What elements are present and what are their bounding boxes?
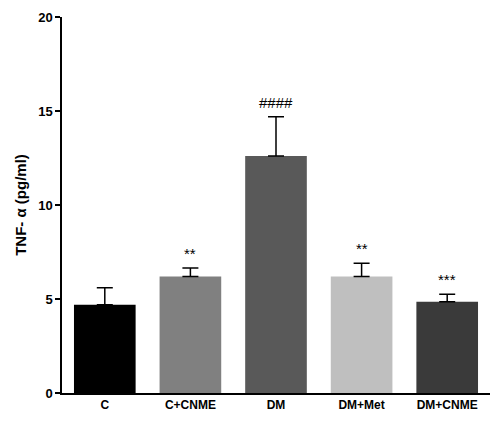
svg-text:C+CNME: C+CNME	[165, 398, 216, 412]
svg-text:20: 20	[38, 10, 52, 25]
svg-text:DM+CNME: DM+CNME	[417, 398, 478, 412]
svg-text:**: **	[184, 245, 196, 262]
svg-text:5: 5	[45, 292, 52, 307]
svg-text:DM+Met: DM+Met	[338, 398, 384, 412]
svg-text:***: ***	[438, 271, 456, 288]
svg-text:10: 10	[38, 198, 52, 213]
svg-text:**: **	[356, 240, 368, 257]
svg-text:0: 0	[45, 386, 52, 401]
svg-text:15: 15	[38, 104, 52, 119]
svg-text:TNF- α (pg/ml): TNF- α (pg/ml)	[12, 154, 29, 256]
svg-text:C: C	[100, 398, 109, 412]
svg-text:DM: DM	[267, 398, 286, 412]
svg-text:####: ####	[259, 94, 293, 111]
